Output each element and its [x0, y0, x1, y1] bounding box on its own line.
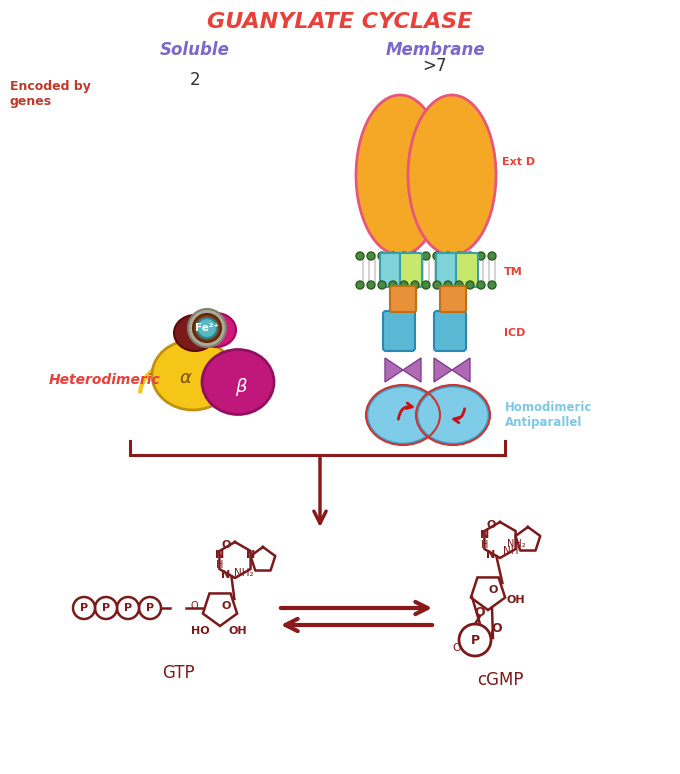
Ellipse shape	[408, 95, 496, 255]
Circle shape	[477, 281, 485, 289]
Text: Ext D: Ext D	[502, 157, 535, 167]
Text: Heterodimeric: Heterodimeric	[49, 373, 161, 387]
Circle shape	[455, 281, 463, 289]
Text: P: P	[80, 603, 88, 613]
FancyBboxPatch shape	[434, 311, 466, 351]
Text: N: N	[245, 550, 255, 560]
Text: NH₂: NH₂	[507, 539, 526, 549]
Circle shape	[455, 252, 463, 260]
Text: H: H	[481, 540, 488, 550]
FancyBboxPatch shape	[440, 286, 466, 312]
Circle shape	[459, 624, 491, 656]
Circle shape	[433, 252, 441, 260]
Text: N: N	[222, 570, 231, 580]
Text: O: O	[475, 605, 486, 618]
Text: ICD: ICD	[504, 328, 526, 338]
Text: O: O	[221, 539, 231, 550]
Text: H: H	[216, 560, 224, 570]
Text: NH: NH	[503, 546, 519, 556]
Polygon shape	[434, 358, 470, 382]
Text: cGMP: cGMP	[439, 433, 471, 443]
Circle shape	[422, 281, 430, 289]
Circle shape	[411, 252, 419, 260]
Text: P: P	[146, 603, 154, 613]
Text: >7: >7	[423, 57, 447, 75]
Text: cGMP: cGMP	[477, 671, 523, 689]
Circle shape	[95, 597, 117, 619]
Circle shape	[389, 281, 397, 289]
Text: HO: HO	[190, 626, 209, 636]
Circle shape	[73, 597, 95, 619]
Circle shape	[378, 281, 386, 289]
Circle shape	[466, 281, 474, 289]
Text: Fe²⁺: Fe²⁺	[195, 323, 219, 333]
Text: O: O	[486, 519, 496, 529]
FancyBboxPatch shape	[380, 253, 402, 287]
Ellipse shape	[417, 386, 489, 444]
Text: Encoded by
genes: Encoded by genes	[10, 80, 91, 108]
Text: GTP: GTP	[384, 433, 407, 443]
Text: N: N	[480, 529, 490, 539]
Text: N: N	[486, 550, 496, 560]
Ellipse shape	[367, 386, 439, 444]
Ellipse shape	[196, 313, 236, 347]
Text: Membrane: Membrane	[385, 41, 485, 59]
Text: Soluble: Soluble	[160, 41, 230, 59]
Circle shape	[433, 281, 441, 289]
Text: O: O	[221, 601, 231, 611]
FancyBboxPatch shape	[456, 253, 478, 287]
Circle shape	[422, 252, 430, 260]
Circle shape	[356, 281, 364, 289]
Circle shape	[188, 309, 226, 347]
Circle shape	[444, 252, 452, 260]
Circle shape	[488, 281, 496, 289]
Ellipse shape	[174, 315, 216, 351]
Text: $\alpha$: $\alpha$	[180, 369, 193, 387]
Circle shape	[477, 252, 485, 260]
Circle shape	[356, 252, 364, 260]
Circle shape	[139, 597, 161, 619]
Circle shape	[400, 281, 408, 289]
Text: ⁻: ⁻	[487, 607, 493, 617]
Text: 2: 2	[190, 71, 201, 89]
Circle shape	[378, 252, 386, 260]
Text: OH: OH	[228, 626, 248, 636]
Text: OH: OH	[507, 595, 526, 605]
Text: TM: TM	[504, 267, 523, 277]
Text: GUANYLATE CYCLASE: GUANYLATE CYCLASE	[207, 12, 473, 32]
Circle shape	[197, 318, 217, 338]
Ellipse shape	[356, 95, 444, 255]
Circle shape	[367, 281, 375, 289]
Text: Homodimeric
Antiparallel: Homodimeric Antiparallel	[505, 401, 592, 429]
Text: $\beta$: $\beta$	[235, 376, 248, 398]
FancyBboxPatch shape	[383, 311, 415, 351]
Circle shape	[193, 314, 221, 342]
Circle shape	[389, 252, 397, 260]
Circle shape	[488, 252, 496, 260]
Text: P: P	[102, 603, 110, 613]
Ellipse shape	[152, 340, 234, 410]
Text: O: O	[488, 585, 498, 595]
Polygon shape	[385, 358, 421, 382]
Text: N: N	[215, 550, 224, 560]
Text: GTP: GTP	[162, 664, 194, 682]
Circle shape	[367, 252, 375, 260]
Circle shape	[117, 597, 139, 619]
FancyBboxPatch shape	[400, 253, 422, 287]
Text: O: O	[453, 643, 461, 653]
Text: O: O	[190, 601, 198, 611]
Text: P: P	[471, 633, 479, 646]
FancyBboxPatch shape	[436, 253, 458, 287]
Text: NH₂: NH₂	[234, 567, 254, 577]
Circle shape	[466, 252, 474, 260]
Circle shape	[400, 252, 408, 260]
Text: P: P	[124, 603, 132, 613]
FancyBboxPatch shape	[360, 256, 500, 284]
Circle shape	[444, 281, 452, 289]
FancyBboxPatch shape	[390, 286, 416, 312]
Circle shape	[411, 281, 419, 289]
Ellipse shape	[202, 350, 274, 415]
Text: O: O	[492, 622, 503, 635]
